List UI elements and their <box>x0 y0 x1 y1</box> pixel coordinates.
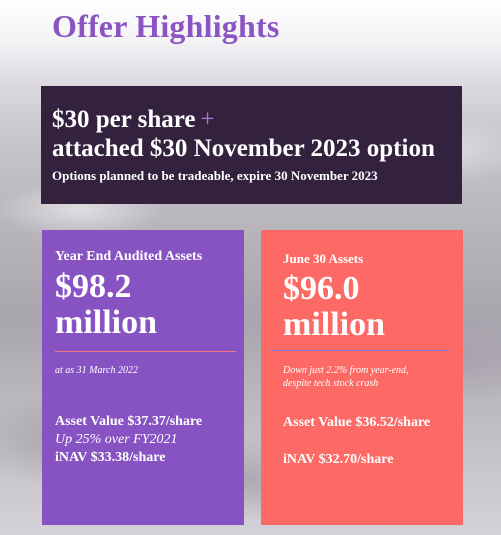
asset-value: Asset Value $36.52/share <box>283 415 431 430</box>
asset-value: Asset Value $37.37/share <box>55 414 203 429</box>
card-divider <box>270 350 449 351</box>
inav-value: iNAV $33.38/share <box>55 450 166 465</box>
offer-banner: $30 per share + attached $30 November 202… <box>41 86 462 204</box>
card-divider <box>55 351 236 352</box>
card-note: at as 31 March 2022 <box>55 365 138 376</box>
assets-amount: $98.2 <box>55 268 132 305</box>
june-assets-card: June 30 Assets $96.0 million Down just 2… <box>261 230 463 525</box>
page-title: Offer Highlights <box>52 8 280 44</box>
inav-value: iNAV $32.70/share <box>283 452 394 467</box>
card-note-line2: despite tech stock crash <box>283 378 379 389</box>
assets-amount: $96.0 <box>283 270 360 307</box>
assets-unit: million <box>55 304 158 341</box>
offer-price-line: $30 per share + <box>52 106 462 134</box>
year-end-assets-card: Year End Audited Assets $98.2 million at… <box>42 230 244 525</box>
plus-sign: + <box>200 106 215 133</box>
growth-note: Up 25% over FY2021 <box>55 432 178 447</box>
card-note-line1: Down just 2.2% from year-end, <box>283 365 409 376</box>
offer-option-line: attached $30 November 2023 option <box>52 135 435 162</box>
offer-price: $30 per share <box>52 106 196 133</box>
offer-subtitle: Options planned to be tradeable, expire … <box>52 168 378 183</box>
assets-unit: million <box>283 306 386 343</box>
card-heading: Year End Audited Assets <box>55 249 203 264</box>
card-heading: June 30 Assets <box>283 251 364 266</box>
